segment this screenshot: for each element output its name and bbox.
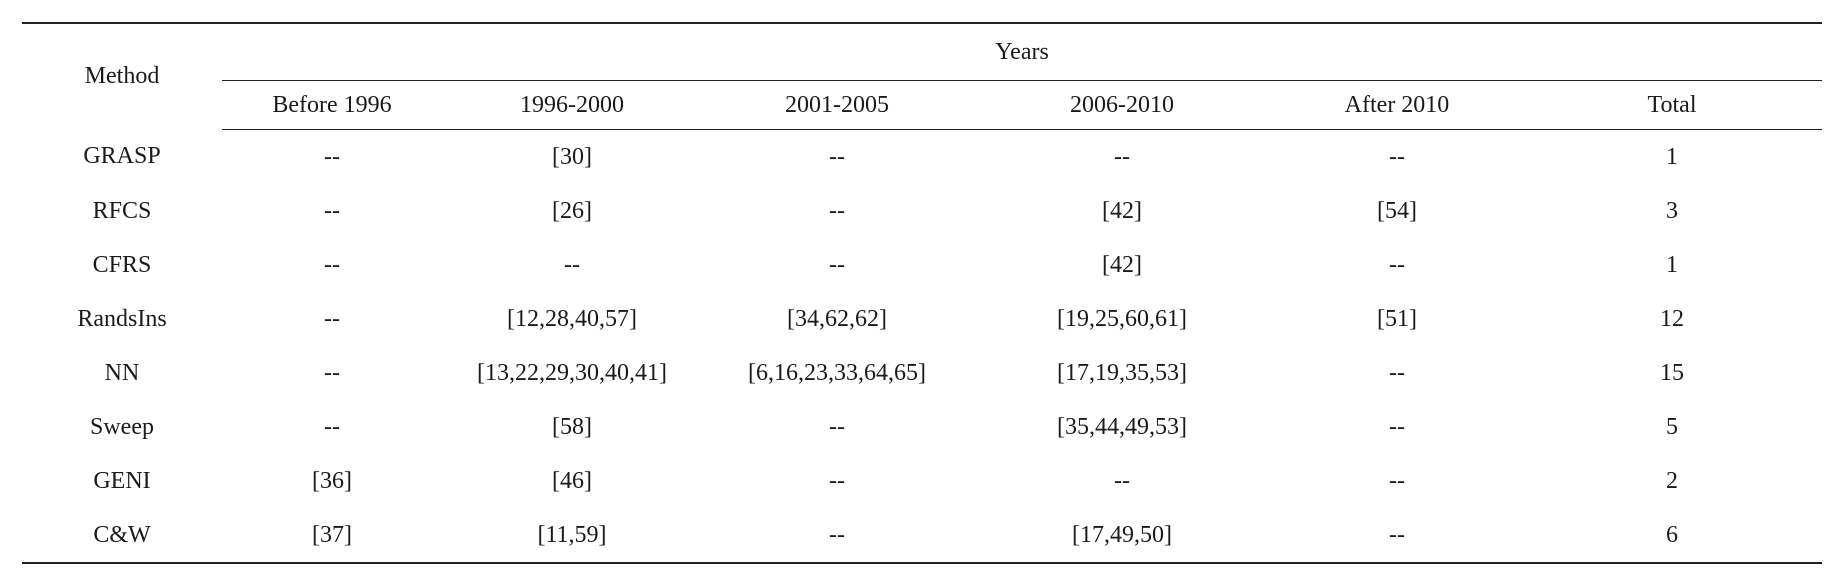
table-body: GRASP -- [30] -- -- -- 1 RFCS -- [26] --…	[22, 130, 1823, 564]
table-cell: --	[829, 467, 845, 494]
table-cell: [46]	[552, 467, 592, 494]
table-cell: [35,44,49,53]	[1057, 413, 1187, 440]
table-cell: [54]	[1377, 197, 1417, 224]
method-cell: RandsIns	[77, 305, 167, 332]
method-cell: RFCS	[92, 197, 152, 224]
table-cell: --	[1389, 467, 1405, 494]
table-cell: --	[564, 251, 580, 278]
method-cell: NN	[104, 359, 140, 386]
total-cell: 1	[1666, 251, 1679, 278]
table-header: Method Years Before 1996 1996-2000 2001-…	[22, 23, 1823, 130]
table-cell: --	[1114, 467, 1130, 494]
method-cell: GRASP	[83, 143, 161, 170]
method-cell: Sweep	[90, 413, 154, 440]
column-header: 1996-2000	[442, 80, 702, 130]
table-cell: --	[1389, 251, 1405, 278]
table-row: GENI [36] [46] -- -- -- 2	[22, 454, 1822, 508]
method-column-header: Method	[84, 63, 160, 90]
table-row: GRASP -- [30] -- -- -- 1	[22, 130, 1822, 185]
method-cell: CFRS	[92, 251, 152, 278]
total-cell: 2	[1666, 467, 1679, 494]
table-cell: --	[324, 413, 340, 440]
total-cell: 12	[1660, 305, 1685, 332]
table-cell: --	[829, 251, 845, 278]
table-cell: --	[324, 143, 340, 170]
table-row: C&W [37] [11,59] -- [17,49,50] -- 6	[22, 508, 1823, 564]
table-cell: --	[829, 197, 845, 224]
table-cell: [51]	[1377, 305, 1417, 332]
total-cell: 5	[1666, 413, 1679, 440]
header-row-1: Method Years	[22, 23, 1823, 89]
table-cell: [42]	[1102, 197, 1142, 224]
table-cell: --	[1114, 143, 1130, 170]
table-cell: --	[324, 251, 340, 278]
table-row: RandsIns -- [12,28,40,57] [34,62,62] [19…	[22, 292, 1822, 346]
table-cell: [19,25,60,61]	[1057, 305, 1187, 332]
table-cell: [17,19,35,53]	[1057, 359, 1187, 386]
table-cell: [58]	[552, 413, 592, 440]
table-cell: --	[324, 197, 340, 224]
header-row-2: Before 1996 1996-2000 2001-2005 2006-201…	[22, 80, 1823, 130]
table-cell: --	[1272, 508, 1522, 564]
table-cell: [26]	[552, 197, 592, 224]
results-table-container: Method Years Before 1996 1996-2000 2001-…	[22, 22, 1823, 564]
table-cell: [34,62,62]	[787, 305, 887, 332]
table-cell: [12,28,40,57]	[507, 305, 637, 332]
table-cell: --	[702, 508, 972, 564]
column-header: Before 1996	[222, 80, 442, 130]
column-header: After 2010	[1272, 80, 1522, 130]
total-cell: 6	[1522, 508, 1823, 564]
column-header: 2006-2010	[972, 80, 1272, 130]
table-cell: [6,16,23,33,64,65]	[748, 359, 926, 386]
table-cell: --	[1389, 413, 1405, 440]
table-cell: [17,49,50]	[972, 508, 1272, 564]
column-header: Total	[1522, 80, 1823, 130]
table-cell: [13,22,29,30,40,41]	[477, 359, 667, 386]
total-cell: 1	[1666, 143, 1679, 170]
table-cell: --	[829, 413, 845, 440]
table-row: CFRS -- -- -- [42] -- 1	[22, 238, 1822, 292]
column-header: 2001-2005	[702, 80, 972, 130]
table-cell: --	[324, 305, 340, 332]
table-cell: [37]	[222, 508, 442, 564]
total-cell: 15	[1660, 359, 1685, 386]
table-cell: --	[829, 143, 845, 170]
method-years-table: Method Years Before 1996 1996-2000 2001-…	[22, 22, 1823, 564]
method-cell: C&W	[22, 508, 222, 564]
table-cell: [36]	[312, 467, 352, 494]
table-cell: [11,59]	[442, 508, 702, 564]
table-cell: [42]	[1102, 251, 1142, 278]
table-row: RFCS -- [26] -- [42] [54] 3	[22, 184, 1822, 238]
table-cell: --	[1389, 359, 1405, 386]
years-group-header: Years	[222, 23, 1823, 81]
table-cell: [30]	[552, 143, 592, 170]
table-cell: --	[324, 359, 340, 386]
table-cell: --	[1389, 143, 1405, 170]
method-cell: GENI	[93, 467, 151, 494]
table-row: NN -- [13,22,29,30,40,41] [6,16,23,33,64…	[22, 346, 1822, 400]
total-cell: 3	[1666, 197, 1679, 224]
table-row: Sweep -- [58] -- [35,44,49,53] -- 5	[22, 400, 1822, 454]
